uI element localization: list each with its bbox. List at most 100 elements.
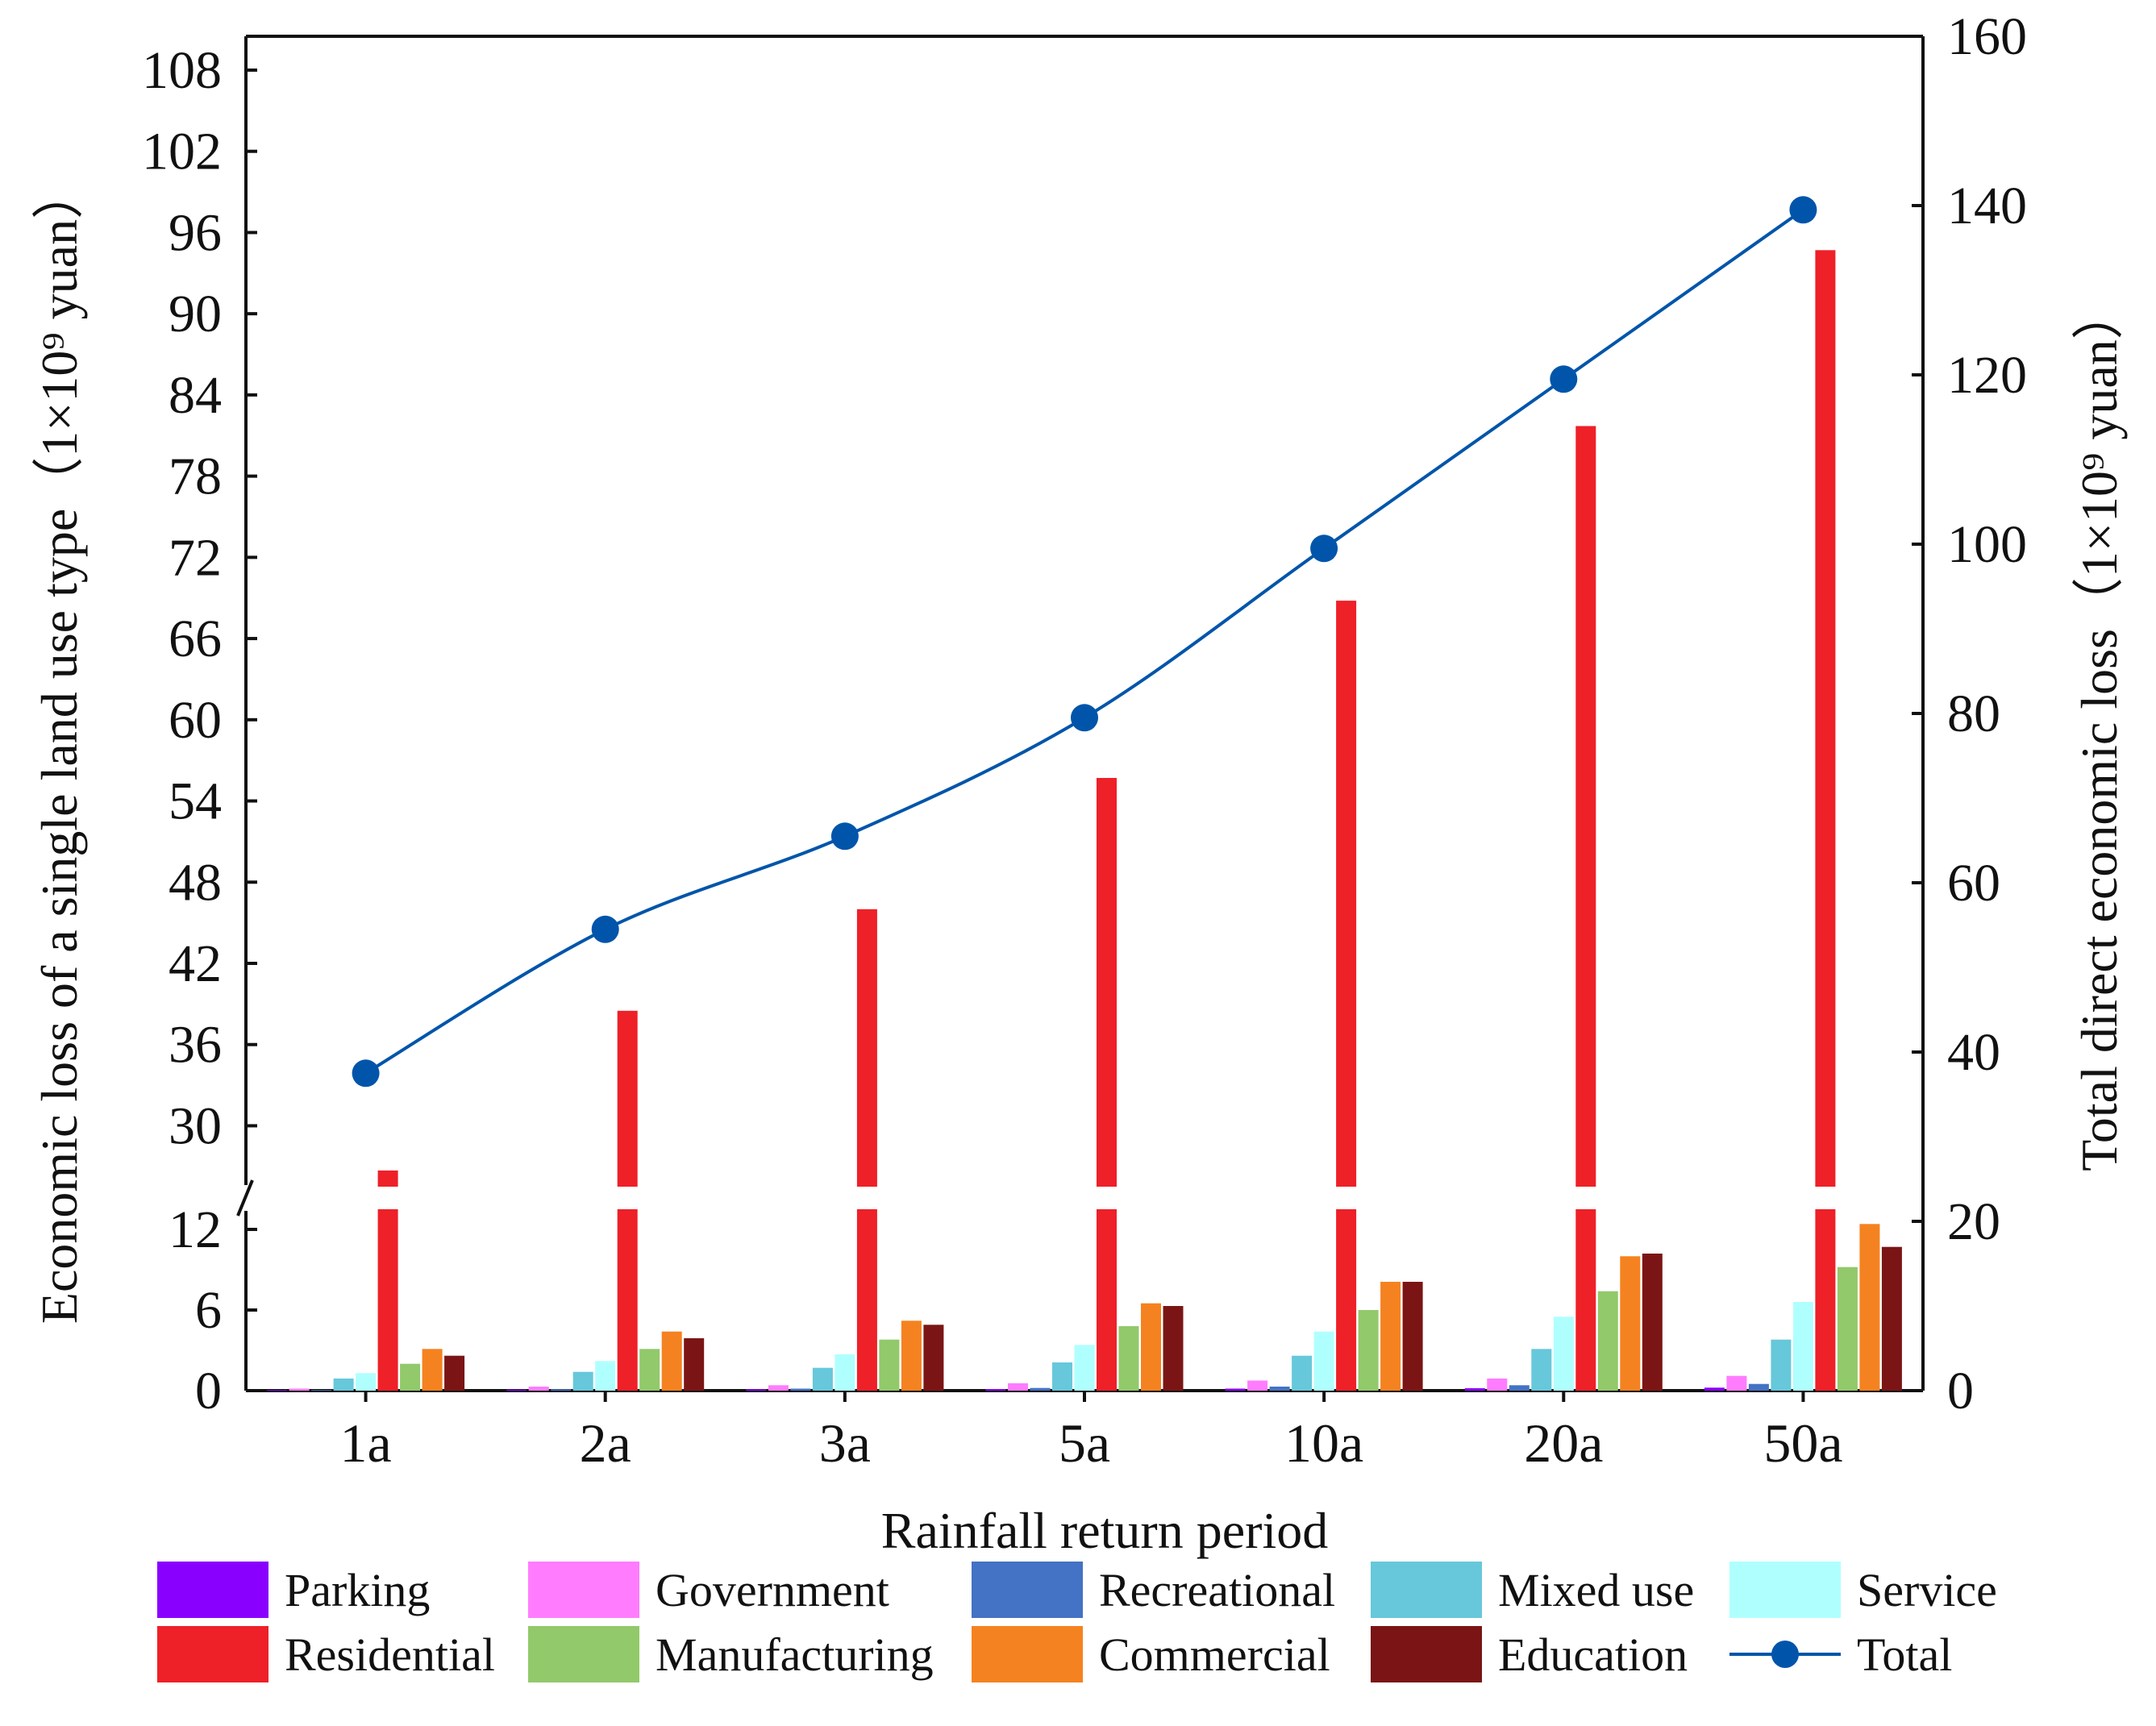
bar-government-3a bbox=[768, 1385, 789, 1391]
bar-parking-1a bbox=[267, 1390, 288, 1391]
total-point-5a bbox=[1071, 704, 1098, 732]
bar-mixed-use-50a bbox=[1771, 1339, 1792, 1391]
bar-manufacturing-3a bbox=[879, 1339, 900, 1391]
bar-manufacturing-5a bbox=[1118, 1326, 1139, 1391]
bar-recreational-2a bbox=[551, 1389, 572, 1391]
legend-swatch-commercial bbox=[972, 1626, 1083, 1682]
bar-parking-2a bbox=[506, 1389, 527, 1391]
axis-break-gap bbox=[251, 1187, 1918, 1209]
bar-service-3a bbox=[835, 1354, 855, 1391]
total-point-1a bbox=[352, 1059, 380, 1088]
bar-recreational-1a bbox=[311, 1390, 332, 1391]
left-tick-label-12: 12 bbox=[169, 1200, 222, 1259]
bar-government-20a bbox=[1487, 1379, 1508, 1391]
right-tick-label-120: 120 bbox=[1947, 346, 2027, 405]
axis-break bbox=[236, 1179, 1918, 1217]
total-point-20a bbox=[1550, 365, 1578, 393]
bar-manufacturing-2a bbox=[639, 1349, 660, 1391]
bar-recreational-10a bbox=[1269, 1387, 1290, 1391]
x-tick-label-2a: 2a bbox=[580, 1412, 631, 1474]
left-tick-label-6: 6 bbox=[195, 1281, 222, 1340]
left-tick-label-30: 30 bbox=[169, 1096, 222, 1155]
bar-residential-50a bbox=[1815, 250, 1836, 1391]
right-axis-ticks: 0 20 40 60 80 100 120 140 160 bbox=[1912, 7, 2027, 1420]
bar-manufacturing-10a bbox=[1358, 1310, 1379, 1391]
legend-swatch-government bbox=[528, 1562, 639, 1618]
x-tick-label-20a: 20a bbox=[1524, 1412, 1603, 1474]
left-axis-label: Economic loss of a single land use type（… bbox=[31, 168, 88, 1324]
bar-residential-5a bbox=[1097, 778, 1117, 1391]
legend-label-mixed-use: Mixed use bbox=[1498, 1564, 1694, 1616]
bar-parking-3a bbox=[746, 1389, 767, 1391]
bar-recreational-3a bbox=[790, 1388, 811, 1391]
left-tick-label-84: 84 bbox=[169, 366, 222, 425]
bar-residential-20a bbox=[1575, 426, 1596, 1391]
x-axis-label: Rainfall return period bbox=[881, 1502, 1328, 1559]
bar-commercial-3a bbox=[901, 1320, 922, 1391]
x-axis-ticks: 1a 2a 3a 5a 10a 20a 50a bbox=[339, 1391, 1843, 1474]
bar-mixed-use-20a bbox=[1531, 1349, 1552, 1391]
total-point-50a bbox=[1789, 196, 1817, 224]
left-tick-label-102: 102 bbox=[142, 123, 222, 181]
legend-swatch-residential bbox=[157, 1626, 268, 1682]
bar-recreational-20a bbox=[1509, 1385, 1530, 1391]
total-point-10a bbox=[1310, 534, 1338, 563]
legend-label-residential: Residential bbox=[285, 1628, 495, 1681]
bar-parking-5a bbox=[985, 1389, 1006, 1391]
legend-label-total: Total bbox=[1857, 1628, 1952, 1681]
bar-commercial-10a bbox=[1380, 1282, 1401, 1391]
total-point-2a bbox=[591, 915, 619, 943]
bar-service-1a bbox=[356, 1373, 377, 1391]
legend-swatch-mixed-use bbox=[1371, 1562, 1482, 1618]
right-tick-label-20: 20 bbox=[1947, 1192, 2000, 1251]
left-tick-label-90: 90 bbox=[169, 285, 222, 343]
bar-manufacturing-20a bbox=[1597, 1291, 1618, 1391]
bar-manufacturing-50a bbox=[1837, 1266, 1858, 1391]
legend-label-service: Service bbox=[1857, 1564, 1997, 1616]
bar-government-1a bbox=[289, 1388, 310, 1391]
right-tick-label-60: 60 bbox=[1947, 854, 2000, 913]
left-tick-label-36: 36 bbox=[169, 1016, 222, 1075]
bar-education-1a bbox=[444, 1355, 465, 1391]
bar-government-5a bbox=[1008, 1383, 1028, 1391]
left-tick-label-108: 108 bbox=[142, 41, 222, 100]
bar-manufacturing-1a bbox=[400, 1363, 421, 1391]
bar-education-20a bbox=[1642, 1254, 1663, 1391]
x-tick-label-1a: 1a bbox=[339, 1412, 391, 1474]
bar-education-10a bbox=[1402, 1282, 1423, 1391]
bar-education-2a bbox=[684, 1338, 705, 1391]
left-tick-label-66: 66 bbox=[169, 609, 222, 668]
legend-swatch-education bbox=[1371, 1626, 1482, 1682]
right-tick-label-0: 0 bbox=[1947, 1362, 1974, 1420]
legend-swatch-marker-total bbox=[1771, 1641, 1799, 1668]
bar-education-5a bbox=[1163, 1306, 1184, 1391]
legend: Parking Government Recreational Mixed use Se… bbox=[157, 1562, 1997, 1682]
x-tick-label-5a: 5a bbox=[1059, 1412, 1110, 1474]
x-tick-label-50a: 50a bbox=[1763, 1412, 1842, 1474]
bar-recreational-50a bbox=[1748, 1383, 1769, 1391]
right-tick-label-140: 140 bbox=[1947, 177, 2027, 235]
bar-service-10a bbox=[1313, 1331, 1334, 1391]
axis-break-mark bbox=[236, 1179, 254, 1217]
right-axis-label: Total direct economic loss（1×10⁹ yuan） bbox=[2071, 288, 2128, 1171]
legend-swatch-manufacturing bbox=[528, 1626, 639, 1682]
bar-parking-10a bbox=[1225, 1388, 1246, 1391]
legend-swatch-parking bbox=[157, 1562, 268, 1618]
legend-label-manufacturing: Manufacturing bbox=[656, 1628, 934, 1681]
legend-label-government: Government bbox=[656, 1564, 889, 1616]
left-tick-label-48: 48 bbox=[169, 853, 222, 912]
legend-label-parking: Parking bbox=[285, 1564, 430, 1616]
total-line-group bbox=[352, 196, 1817, 1088]
bar-commercial-50a bbox=[1859, 1224, 1880, 1391]
bar-commercial-20a bbox=[1620, 1256, 1641, 1391]
bar-service-20a bbox=[1553, 1316, 1574, 1391]
left-tick-label-72: 72 bbox=[169, 528, 222, 587]
x-tick-label-3a: 3a bbox=[819, 1412, 871, 1474]
bar-residential-10a bbox=[1336, 601, 1357, 1391]
x-tick-label-10a: 10a bbox=[1284, 1412, 1363, 1474]
bar-mixed-use-5a bbox=[1052, 1362, 1072, 1391]
bar-mixed-use-3a bbox=[812, 1367, 833, 1391]
right-tick-label-40: 40 bbox=[1947, 1023, 2000, 1082]
bars-group bbox=[267, 250, 1902, 1391]
